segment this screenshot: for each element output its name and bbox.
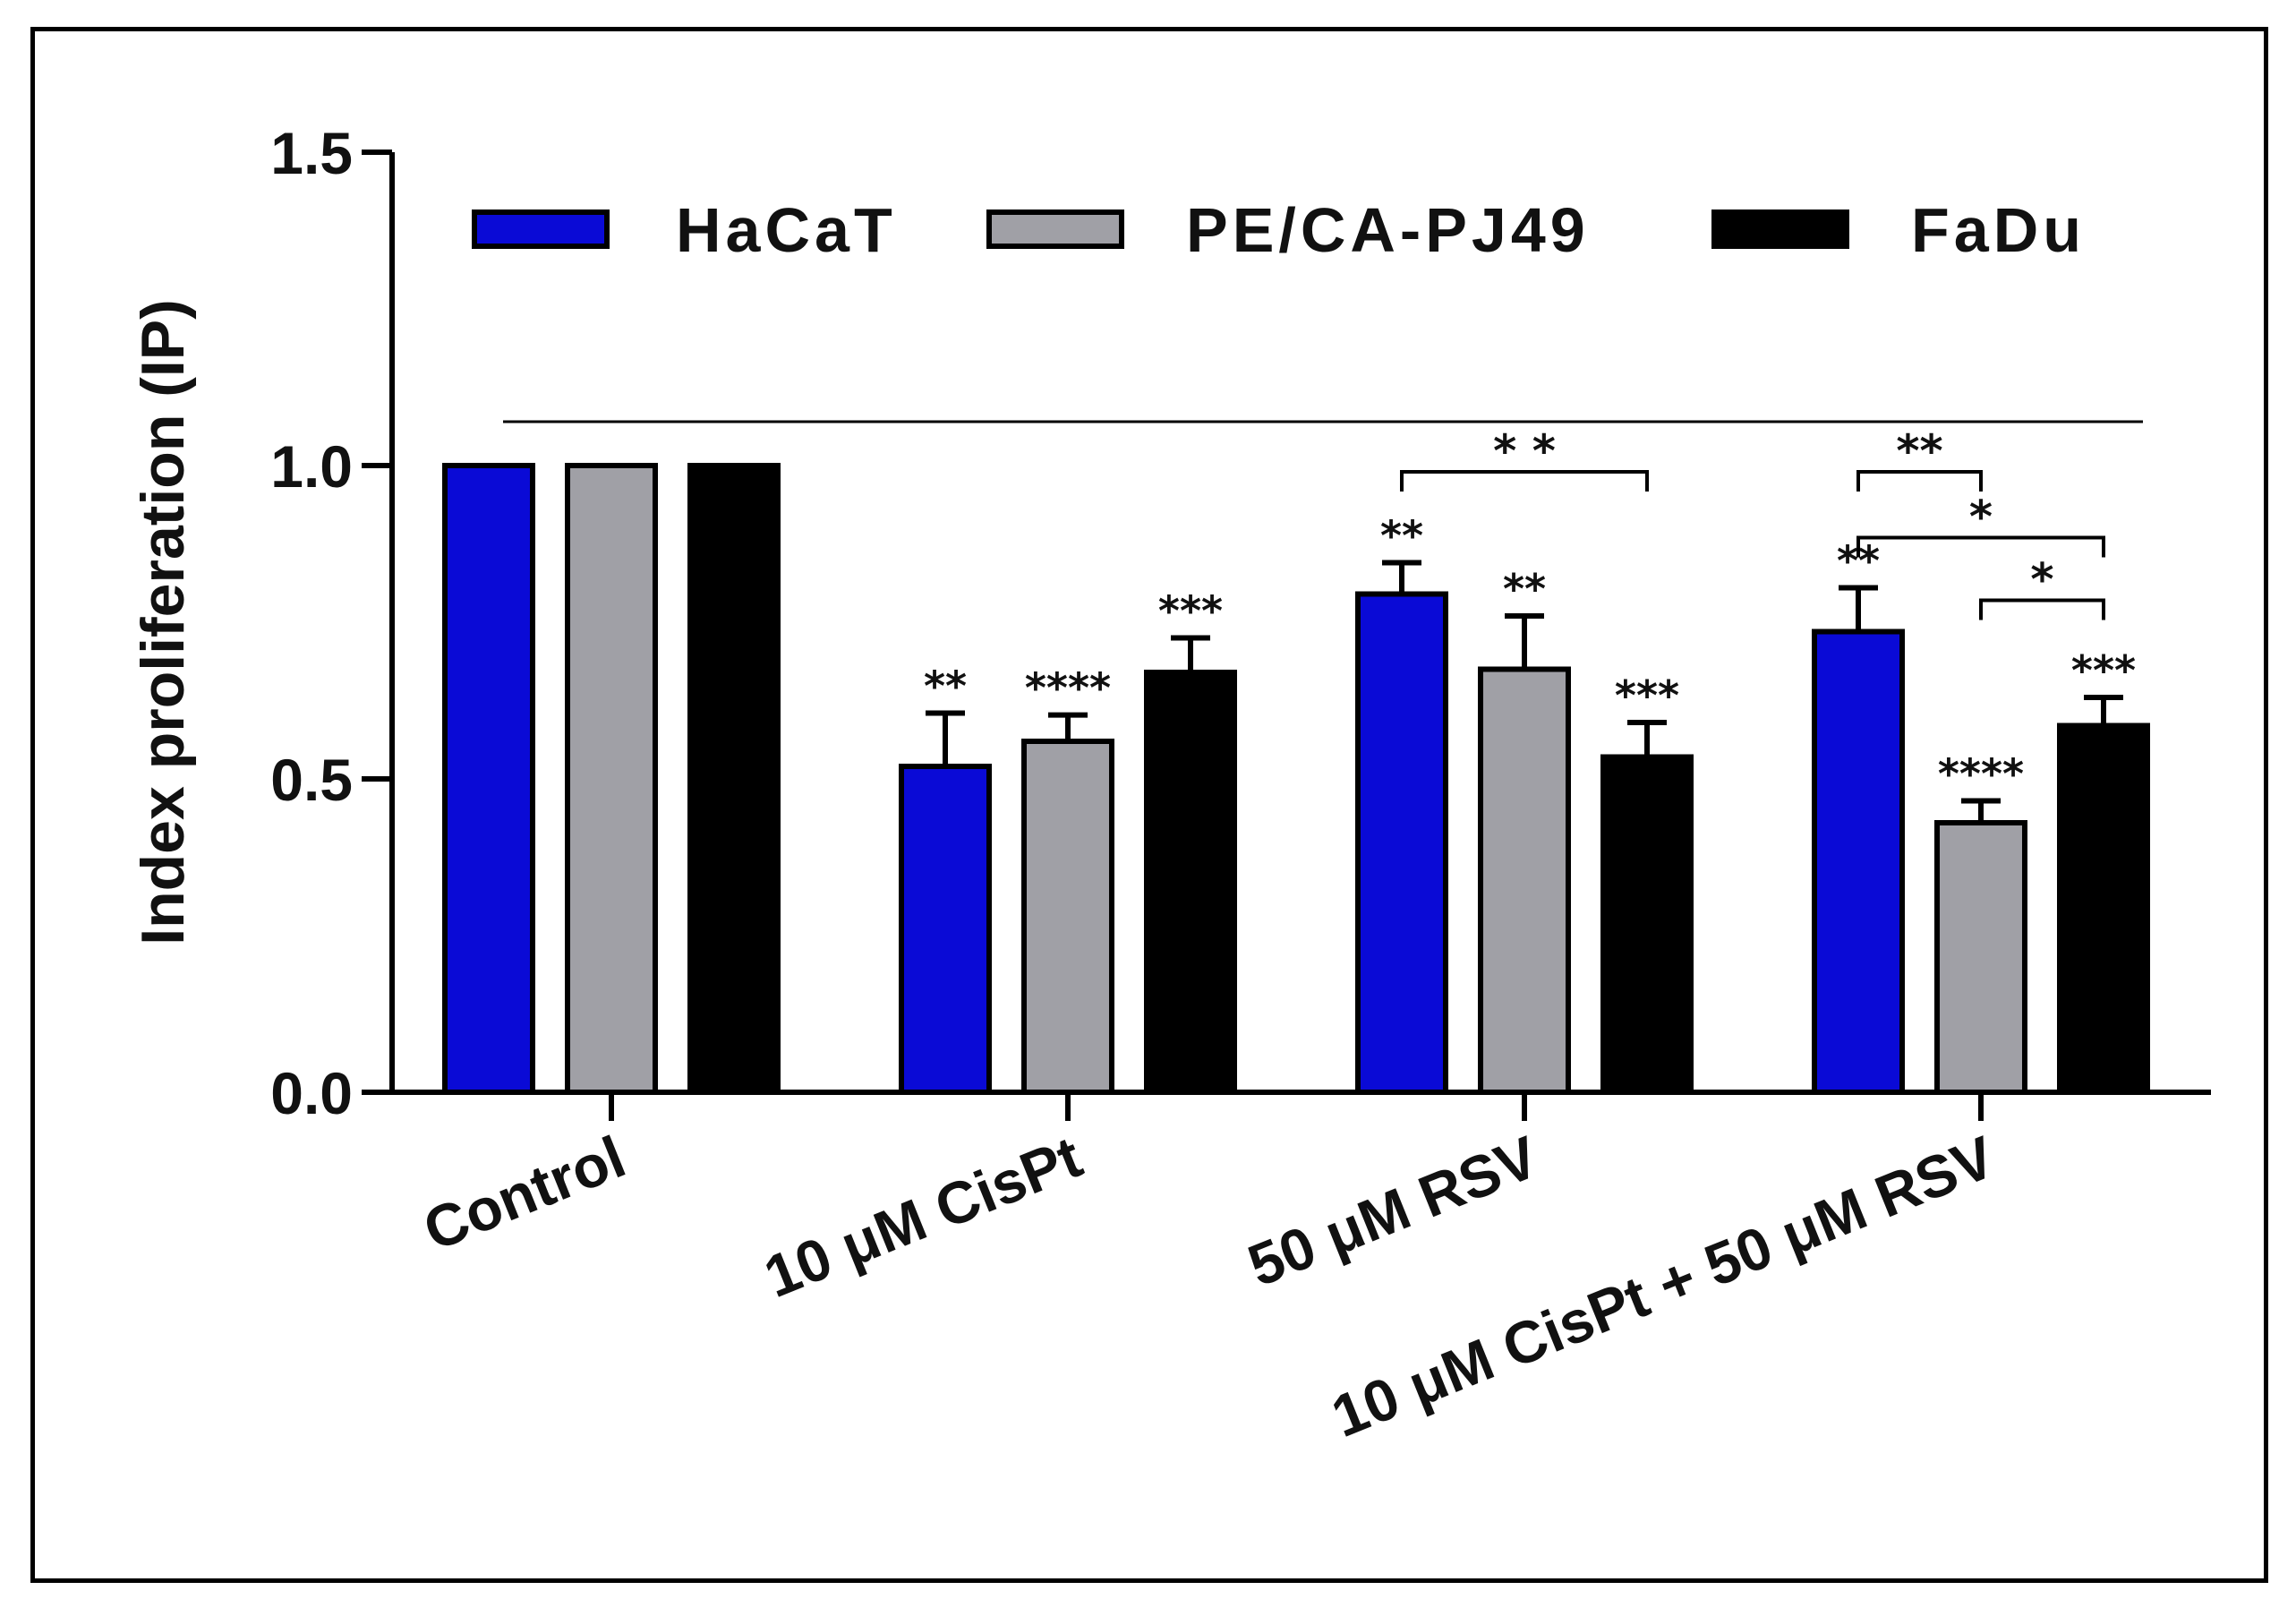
bar xyxy=(1355,591,1448,1095)
significance-label: **** xyxy=(1938,750,2024,799)
figure-frame xyxy=(30,27,2268,1583)
y-tick-label: 0.0 xyxy=(270,1060,353,1126)
x-tick-label: 50 μM RSV xyxy=(1239,1123,1547,1298)
significance-label: *** xyxy=(1158,587,1223,636)
bracket-label: * xyxy=(1969,492,1993,543)
legend-swatch xyxy=(472,209,610,249)
bar xyxy=(565,463,658,1095)
bar xyxy=(687,463,781,1095)
bracket-label: * xyxy=(2030,554,2053,606)
bar xyxy=(1021,739,1114,1095)
bar xyxy=(1478,666,1571,1095)
bar xyxy=(1934,820,2027,1095)
legend-label: PE/CA-PJ49 xyxy=(1186,195,1590,265)
y-tick-label: 0.5 xyxy=(270,747,353,813)
bar xyxy=(899,764,992,1095)
significance-bracket xyxy=(1856,470,1983,492)
bar xyxy=(1600,754,1694,1095)
significance-bracket xyxy=(1400,470,1649,492)
bracket-label: * * xyxy=(1493,425,1556,477)
significance-label: ** xyxy=(1380,512,1423,560)
y-tick-label: 1.0 xyxy=(270,433,353,500)
bar xyxy=(2057,722,2150,1095)
bar xyxy=(1144,670,1237,1095)
significance-label: ** xyxy=(1503,565,1546,613)
x-tick-label: 10 μM CisPt xyxy=(755,1123,1091,1310)
significance-brackets: * * **** xyxy=(1400,425,2105,620)
significance-label: **** xyxy=(1025,664,1111,713)
legend-label: HaCaT xyxy=(676,195,897,265)
significance-bracket xyxy=(1856,535,2105,558)
bar xyxy=(1812,628,1905,1095)
y-axis-label: Index proliferation (IP) xyxy=(129,299,197,945)
significance-label: *** xyxy=(2071,646,2136,695)
error-bars xyxy=(926,560,2123,823)
significance-bracket xyxy=(1979,598,2105,620)
x-tick-label: Control xyxy=(414,1123,634,1262)
legend-label: FaDu xyxy=(1911,195,2086,265)
significance-label: ** xyxy=(924,663,967,711)
bars xyxy=(442,463,2150,1095)
bar xyxy=(442,463,535,1095)
y-tick-label: 1.5 xyxy=(270,120,353,186)
legend-swatch xyxy=(1711,209,1849,249)
legend-swatch xyxy=(986,209,1124,249)
legend: HaCaT PE/CA-PJ49 FaDu xyxy=(472,195,2086,265)
significance-label: *** xyxy=(1615,671,1679,720)
significance-labels: ************************* xyxy=(924,512,2136,799)
bracket-label: ** xyxy=(1896,425,1942,477)
